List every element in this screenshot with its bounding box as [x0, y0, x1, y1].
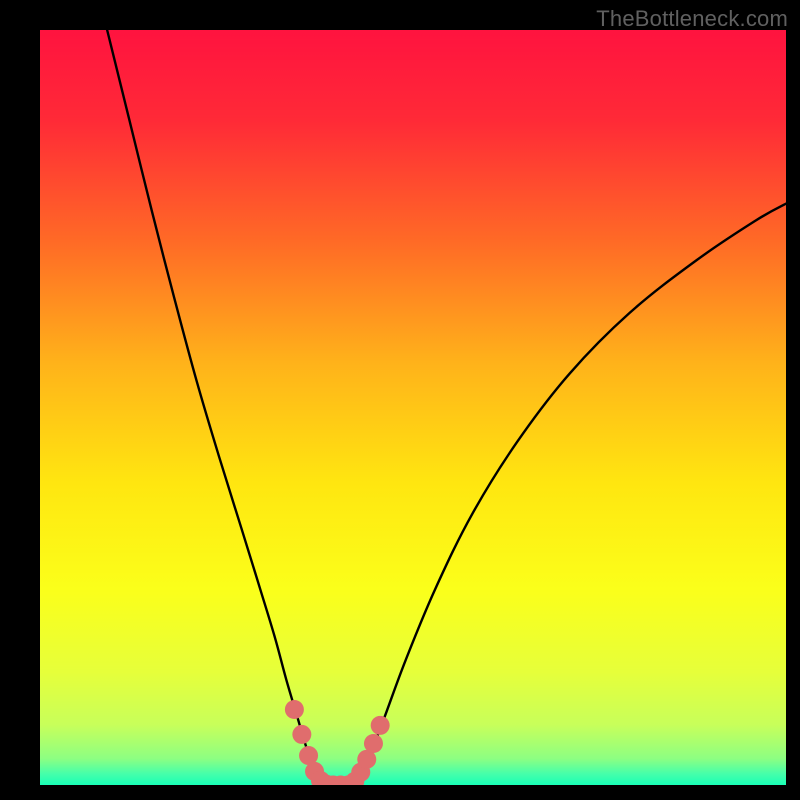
watermark-text: TheBottleneck.com	[596, 6, 788, 32]
marker-point	[285, 700, 304, 719]
marker-point	[292, 725, 311, 744]
marker-point	[364, 734, 383, 753]
marker-point	[371, 716, 390, 735]
chart-frame: TheBottleneck.com	[0, 0, 800, 800]
plot-background	[40, 30, 786, 785]
plot-svg	[0, 0, 800, 800]
